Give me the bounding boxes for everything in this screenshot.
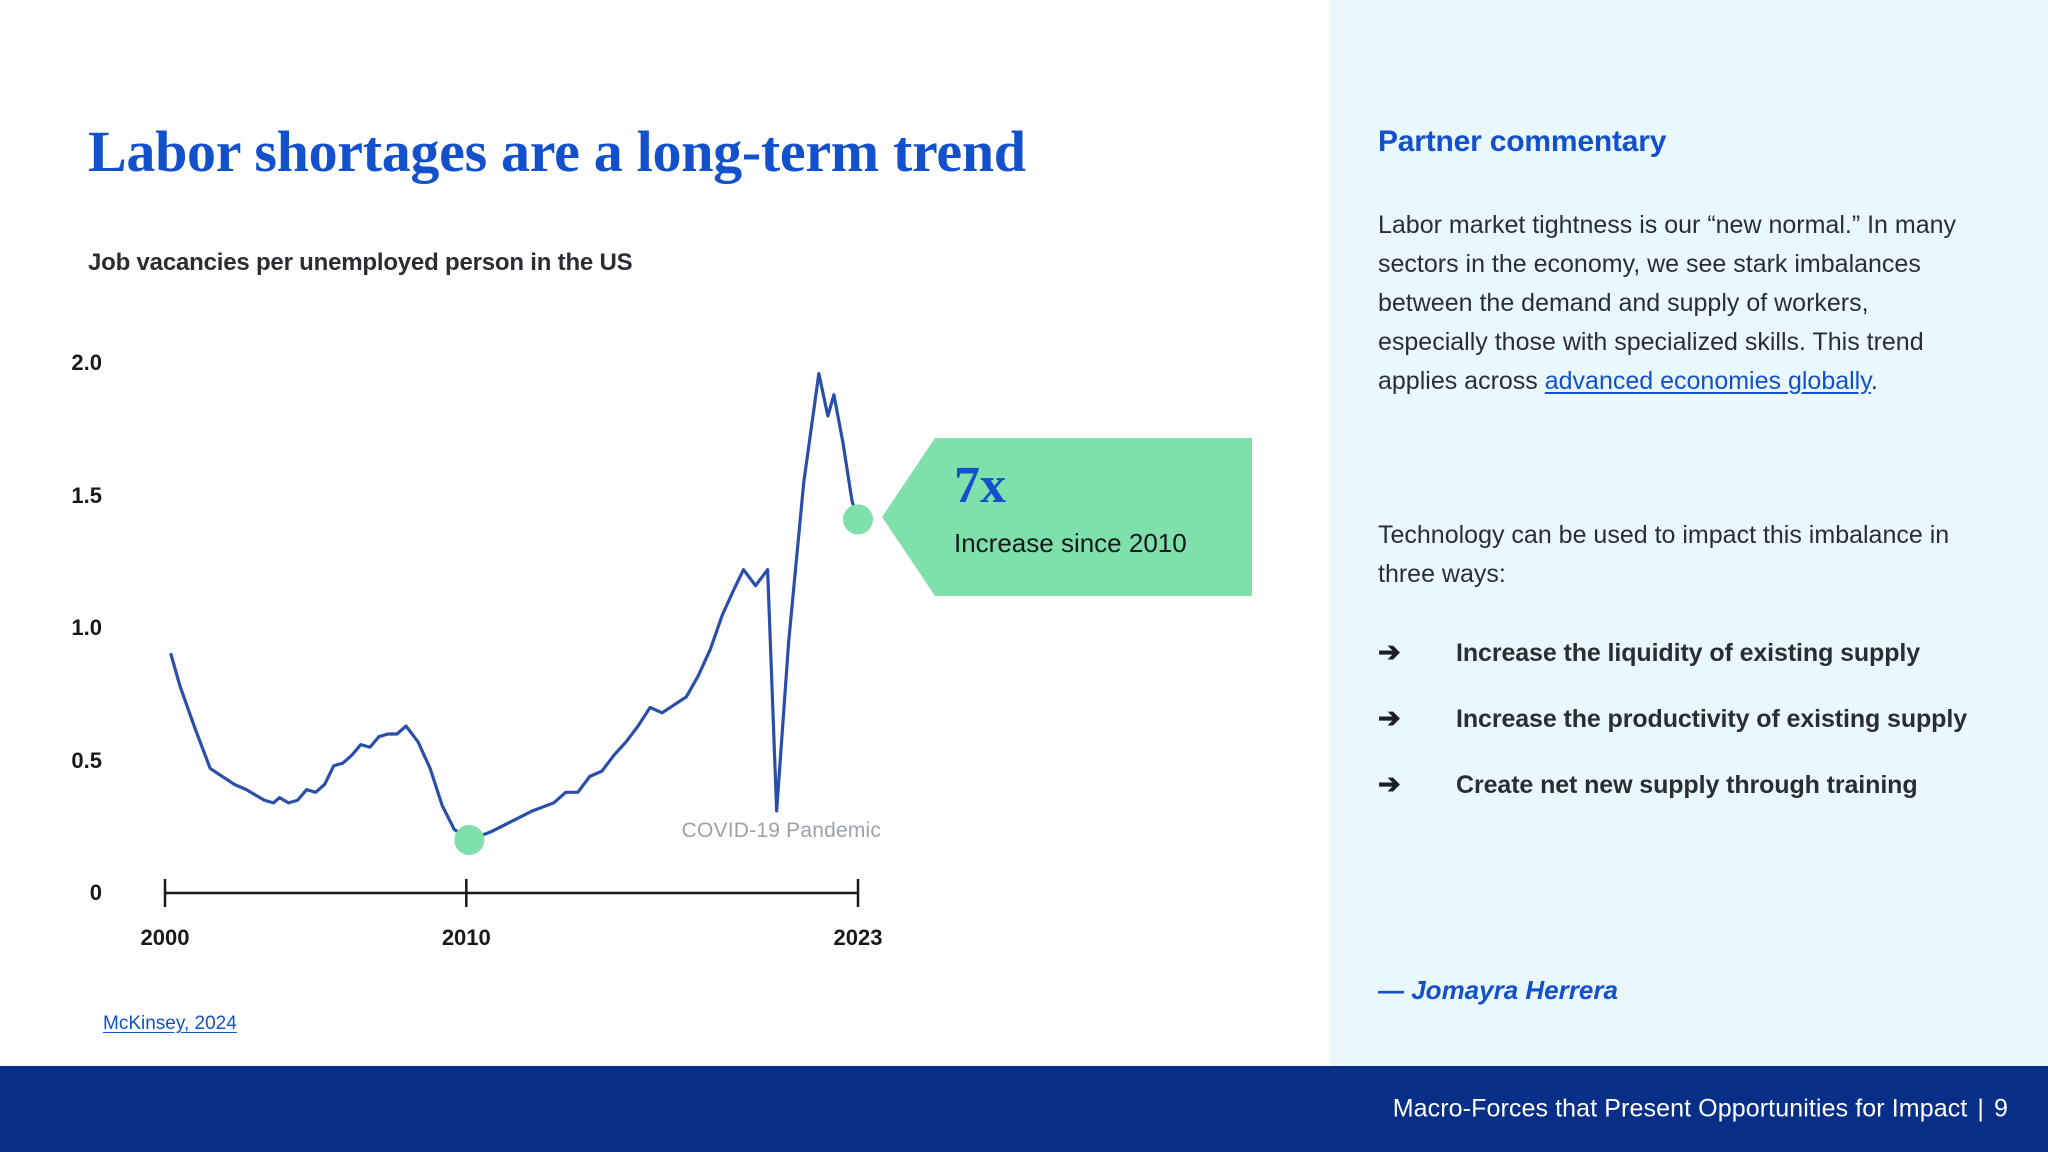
y-axis-tick-label: 0	[89, 880, 102, 905]
chart-marker-dot	[454, 825, 485, 855]
paragraph-1-text-before-link: Labor market tightness is our “new norma…	[1378, 211, 1957, 395]
bullet-label: Create net new supply through training	[1456, 771, 1918, 799]
line-chart: 0 0.5 1.0 1.5 2.0 2000 2010 2023 COVID-19 Pand…	[71, 350, 1252, 950]
commentary-attribution: — Jomayra Herrera	[1378, 975, 1618, 1005]
footer-text: Macro-Forces that Present Opportunities …	[1393, 1095, 2008, 1124]
source-citation-link[interactable]: McKinsey, 2024	[103, 1013, 237, 1034]
advanced-economies-link[interactable]: advanced economies globally	[1544, 367, 1871, 395]
chart-subtitle: Job vacancies per unemployed person in t…	[88, 249, 633, 276]
bullet-item: ➔ Increase the productivity of existing s…	[1378, 699, 1998, 739]
chart-marker-dot	[843, 504, 873, 535]
arrow-right-icon: ➔	[1378, 637, 1401, 667]
commentary-pane: Partner commentary Labor market tightnes…	[1330, 0, 2048, 1066]
covid-annotation-label: COVID-19 Pandemic	[681, 818, 882, 842]
arrow-right-icon: ➔	[1378, 703, 1401, 733]
y-axis-tick-label: 1.5	[71, 482, 102, 508]
x-axis-tick-label: 2010	[441, 925, 491, 950]
footer-bar: Macro-Forces that Present Opportunities …	[0, 1066, 2048, 1152]
bullet-item: ➔ Increase the liquidity of existing supp…	[1378, 633, 1998, 673]
arrow-right-icon: ➔	[1378, 769, 1401, 799]
bullet-label: Increase the productivity of existing su…	[1456, 705, 1967, 733]
x-axis-tick-label: 2000	[140, 925, 190, 950]
page-title: Labor shortages are a long-term trend	[88, 119, 1026, 184]
footer-separator: |	[1977, 1094, 1984, 1123]
chart-pane: Labor shortages are a long-term trend Jo…	[71, 119, 1252, 1034]
y-axis-tick-label: 2.0	[71, 350, 102, 375]
bullet-item: ➔ Create net new supply through training	[1378, 765, 1998, 805]
bullet-label: Increase the liquidity of existing suppl…	[1456, 639, 1921, 667]
commentary-heading: Partner commentary	[1378, 125, 1667, 158]
footer-deck-title: Macro-Forces that Present Opportunities …	[1392, 1094, 1968, 1123]
increase-callout: 7x Increase since 2010	[882, 438, 1252, 596]
commentary-paragraph-2: Technology can be used to impact this im…	[1378, 521, 1950, 588]
callout-caption: Increase since 2010	[954, 528, 1187, 558]
chart-data-line	[169, 372, 860, 842]
y-axis-tick-label: 0.5	[71, 747, 102, 773]
chart-svg	[163, 372, 873, 907]
commentary-paragraph-1: Labor market tightness is our “new norma…	[1378, 206, 1978, 401]
callout-banner-shape	[882, 438, 1252, 596]
commentary-bullet-list: ➔ Increase the liquidity of existing supp…	[1378, 633, 1998, 831]
paragraph-1-text-after-link: .	[1870, 367, 1878, 395]
y-axis-tick-label: 1.0	[71, 615, 102, 640]
callout-multiplier: 7x	[954, 457, 1006, 514]
x-axis-tick-label: 2023	[833, 925, 883, 950]
footer-page-number: 9	[1993, 1094, 2008, 1123]
